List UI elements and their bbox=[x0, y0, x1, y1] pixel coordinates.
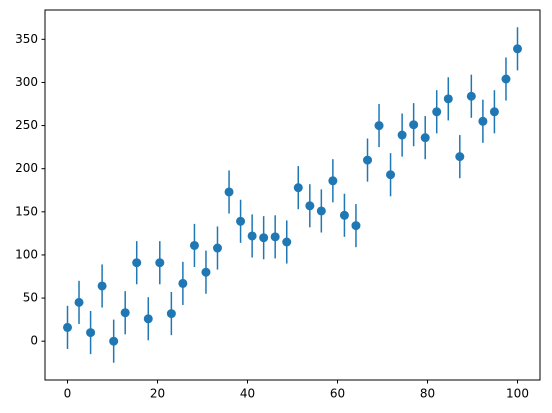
point bbox=[489, 107, 499, 117]
x-tick-label: 60 bbox=[330, 387, 345, 401]
point bbox=[374, 121, 384, 131]
point bbox=[132, 258, 142, 268]
point bbox=[236, 216, 246, 226]
point bbox=[189, 240, 199, 250]
point bbox=[328, 176, 338, 186]
x-tick-label: 100 bbox=[506, 387, 529, 401]
point bbox=[109, 336, 119, 346]
point bbox=[316, 206, 326, 216]
x-tick-label: 0 bbox=[64, 387, 72, 401]
point bbox=[293, 183, 303, 193]
point bbox=[282, 237, 292, 247]
point bbox=[166, 309, 176, 319]
point bbox=[513, 44, 522, 54]
point bbox=[397, 130, 407, 140]
y-tick-label: 350 bbox=[15, 32, 38, 46]
point bbox=[432, 107, 442, 117]
point bbox=[420, 133, 430, 143]
x-tick-label: 20 bbox=[150, 387, 165, 401]
point bbox=[201, 267, 211, 277]
point bbox=[86, 328, 96, 338]
point bbox=[386, 170, 396, 180]
y-tick-label: 0 bbox=[30, 334, 38, 348]
y-tick-label: 300 bbox=[15, 75, 38, 89]
point bbox=[478, 116, 488, 126]
point bbox=[178, 278, 188, 288]
point bbox=[443, 94, 453, 104]
y-tick-label: 100 bbox=[15, 247, 38, 261]
y-tick-label: 200 bbox=[15, 161, 38, 175]
point bbox=[466, 91, 476, 101]
point bbox=[270, 232, 280, 242]
point bbox=[351, 221, 361, 231]
point bbox=[501, 74, 511, 84]
point bbox=[339, 210, 349, 220]
point bbox=[363, 155, 373, 165]
x-tick-label: 80 bbox=[420, 387, 435, 401]
point bbox=[455, 152, 465, 162]
point bbox=[305, 201, 315, 211]
point bbox=[212, 243, 222, 253]
point bbox=[155, 258, 165, 268]
point bbox=[97, 281, 107, 291]
point bbox=[63, 322, 72, 332]
point bbox=[247, 231, 257, 241]
point bbox=[224, 187, 234, 197]
y-tick-label: 250 bbox=[15, 118, 38, 132]
point bbox=[74, 297, 84, 307]
y-tick-label: 50 bbox=[23, 291, 38, 305]
point bbox=[259, 233, 269, 243]
plot-frame bbox=[44, 9, 541, 381]
x-tick-label: 40 bbox=[240, 387, 255, 401]
y-tick-label: 150 bbox=[15, 204, 38, 218]
point bbox=[409, 120, 419, 130]
point bbox=[120, 308, 130, 318]
point bbox=[143, 314, 153, 324]
